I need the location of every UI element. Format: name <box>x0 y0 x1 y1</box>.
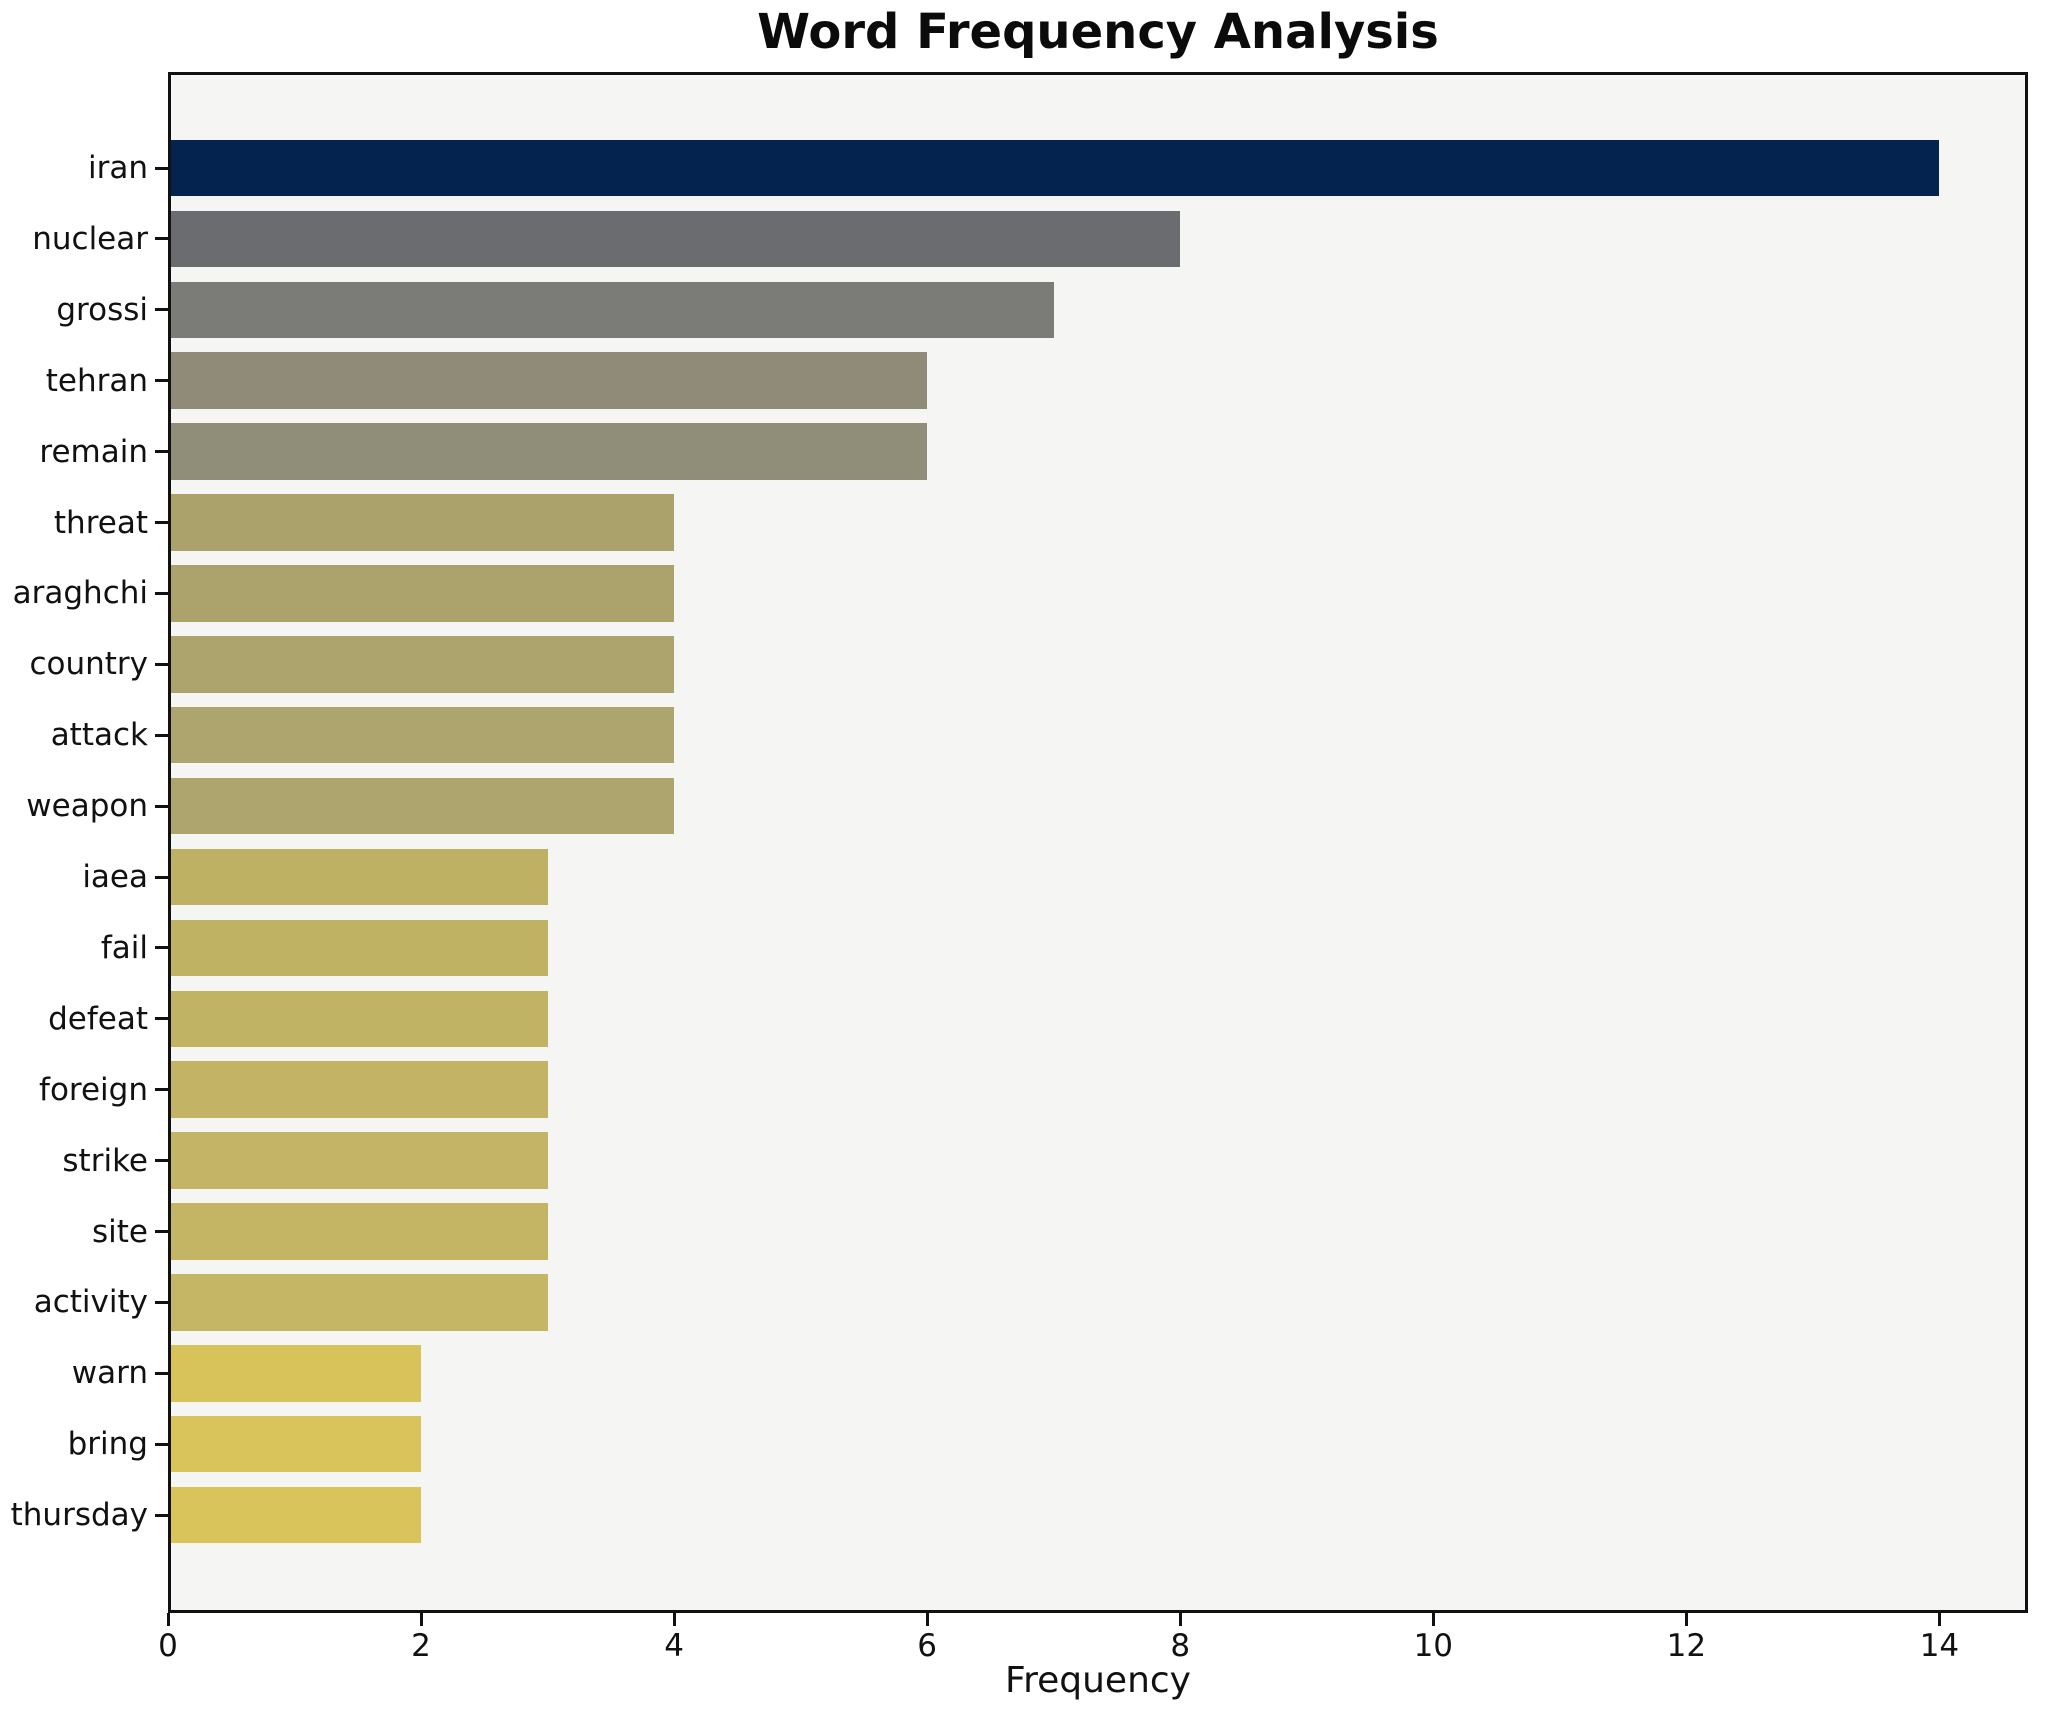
y-category-label-site: site <box>92 1213 148 1250</box>
bar-araghchi <box>168 565 675 622</box>
bar-nuclear <box>168 210 1181 268</box>
x-tick-label: 2 <box>411 1628 431 1664</box>
bar-iaea <box>168 848 548 906</box>
x-tick-mark <box>1431 1613 1435 1626</box>
x-tick-label: 4 <box>664 1628 684 1664</box>
y-tick-mark <box>155 450 168 454</box>
x-tick-label: 0 <box>158 1628 178 1664</box>
x-tick-mark <box>672 1613 676 1626</box>
y-tick-mark <box>155 237 168 241</box>
bar-site <box>168 1203 548 1260</box>
y-tick-mark <box>155 875 168 879</box>
y-category-label-activity: activity <box>33 1284 148 1321</box>
y-tick-mark <box>155 1513 168 1517</box>
y-category-label-weapon: weapon <box>26 788 148 825</box>
y-tick-mark <box>155 166 168 170</box>
y-tick-mark <box>155 1442 168 1446</box>
bar-thursday <box>168 1486 422 1544</box>
x-tick-mark <box>419 1613 423 1626</box>
bar-weapon <box>168 777 675 835</box>
y-tick-mark <box>155 1230 168 1233</box>
bar-country <box>168 636 675 693</box>
y-category-label-foreign: foreign <box>39 1071 148 1108</box>
y-category-label-strike: strike <box>62 1142 148 1179</box>
y-category-label-warn: warn <box>71 1355 148 1392</box>
y-tick-mark <box>155 308 168 312</box>
bar-bring <box>168 1415 422 1473</box>
x-tick-label: 6 <box>917 1628 938 1664</box>
y-category-label-remain: remain <box>39 433 148 470</box>
x-tick-label: 8 <box>1170 1628 1191 1664</box>
y-category-label-araghchi: araghchi <box>12 575 148 612</box>
y-category-label-grossi: grossi <box>56 291 148 328</box>
y-category-label-defeat: defeat <box>48 1000 148 1037</box>
bar-strike <box>168 1132 548 1189</box>
y-tick-mark <box>155 1300 168 1304</box>
x-tick-mark <box>1178 1613 1182 1626</box>
bar-defeat <box>168 990 548 1048</box>
y-category-label-thursday: thursday <box>10 1497 148 1534</box>
bar-activity <box>168 1274 548 1331</box>
y-tick-mark <box>155 1088 168 1092</box>
bar-threat <box>168 494 675 551</box>
x-tick-mark <box>1684 1613 1688 1626</box>
y-tick-mark <box>155 1159 168 1163</box>
y-tick-mark <box>155 733 168 737</box>
y-tick-mark <box>155 804 168 808</box>
y-tick-mark <box>155 1371 168 1375</box>
y-tick-mark <box>155 591 168 595</box>
bar-warn <box>168 1345 422 1402</box>
x-tick-label: 14 <box>1919 1628 1960 1664</box>
chart-title: Word Frequency Analysis <box>757 4 1439 60</box>
y-tick-mark <box>155 379 168 383</box>
y-category-label-bring: bring <box>67 1426 148 1463</box>
y-category-label-tehran: tehran <box>45 362 148 399</box>
y-category-label-threat: threat <box>53 504 148 541</box>
y-tick-mark <box>155 662 168 666</box>
plot-area <box>168 72 2028 1613</box>
bar-iran <box>168 139 1940 197</box>
x-axis-label: Frequency <box>1005 1660 1191 1701</box>
x-tick-label: 10 <box>1413 1628 1454 1664</box>
y-category-label-iaea: iaea <box>82 859 148 895</box>
y-tick-mark <box>155 946 168 950</box>
bar-tehran <box>168 352 928 409</box>
y-tick-mark <box>155 521 168 524</box>
y-category-label-iran: iran <box>87 150 148 186</box>
x-tick-mark <box>1937 1613 1941 1626</box>
bar-remain <box>168 423 928 480</box>
y-category-label-country: country <box>29 646 148 683</box>
y-category-label-attack: attack <box>50 717 148 754</box>
bar-grossi <box>168 281 1054 339</box>
bar-attack <box>168 706 675 764</box>
y-tick-mark <box>155 1017 168 1021</box>
bar-foreign <box>168 1061 548 1118</box>
y-category-label-nuclear: nuclear <box>32 220 148 257</box>
x-tick-label: 12 <box>1666 1628 1707 1664</box>
x-tick-mark <box>925 1613 929 1626</box>
bar-fail <box>168 919 548 977</box>
x-tick-mark <box>166 1613 170 1626</box>
y-category-label-fail: fail <box>100 929 148 966</box>
